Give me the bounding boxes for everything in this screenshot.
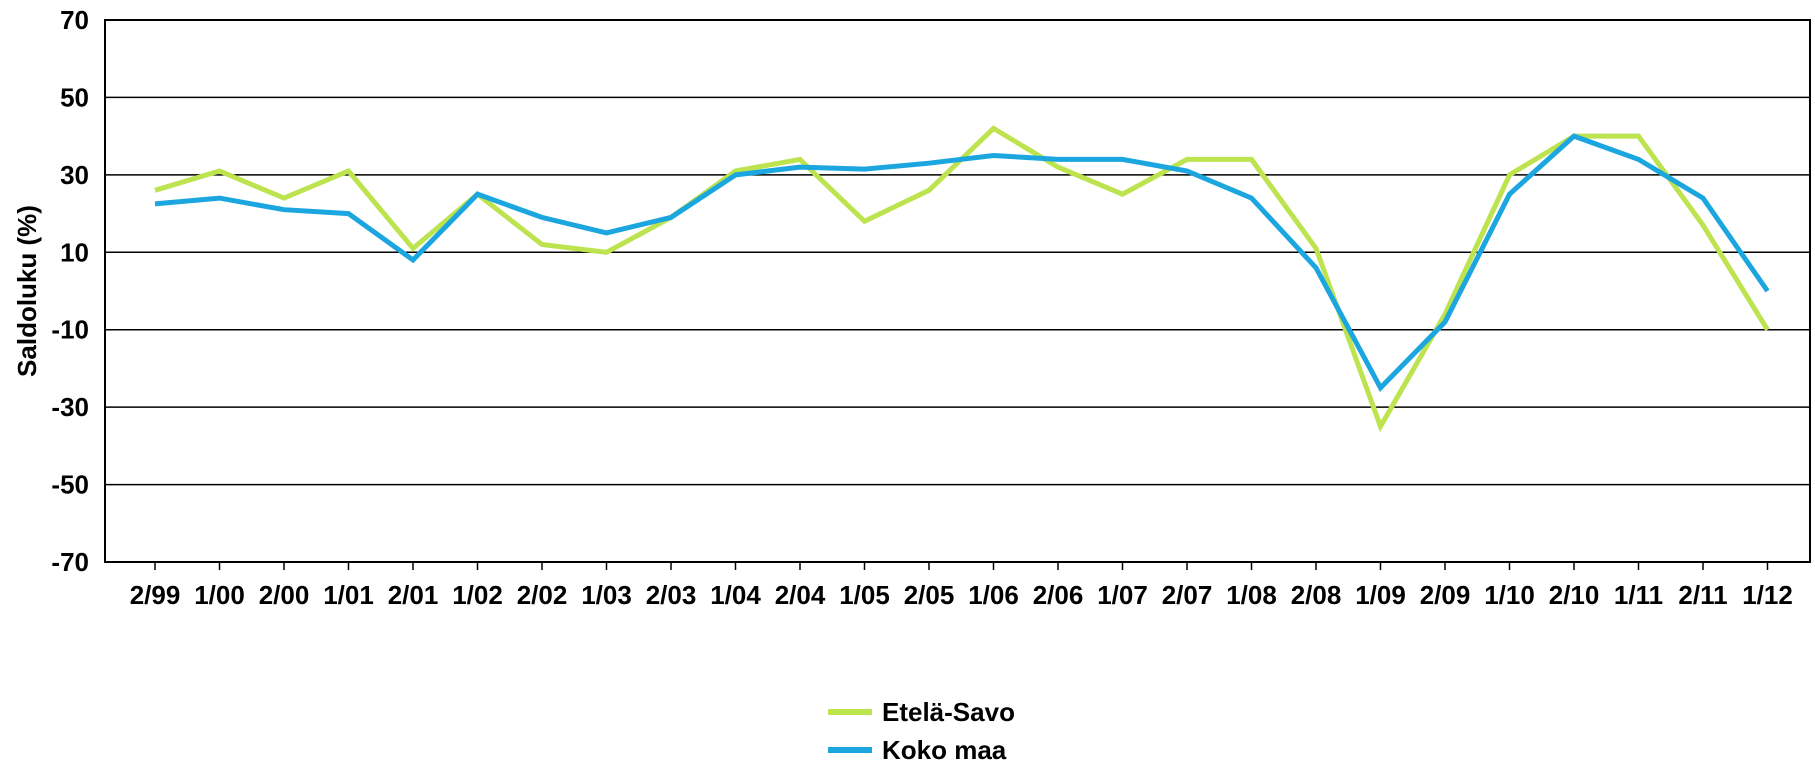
x-tick-label: 2/05 xyxy=(904,580,955,610)
x-tick-label: 1/10 xyxy=(1484,580,1535,610)
y-tick-labels: 70 50 30 10 -10 -30 -50 -70 xyxy=(51,5,89,577)
series-line xyxy=(154,125,1770,433)
gridlines xyxy=(105,19,1810,563)
x-tick-label: 1/06 xyxy=(968,580,1019,610)
y-tick-label: 10 xyxy=(60,237,89,267)
x-tick-label: 2/06 xyxy=(1033,580,1084,610)
series-lines xyxy=(154,125,1770,433)
x-tick-label: 1/05 xyxy=(839,580,890,610)
x-tick-label: 1/01 xyxy=(323,580,374,610)
x-tick-label: 2/08 xyxy=(1291,580,1342,610)
x-tick-label: 2/04 xyxy=(775,580,826,610)
x-tick-label: 2/10 xyxy=(1549,580,1600,610)
plot-frame xyxy=(104,19,1811,563)
x-tick-label: 1/04 xyxy=(710,580,761,610)
series-line xyxy=(154,133,1770,392)
x-tick-label: 1/09 xyxy=(1355,580,1406,610)
x-tick-labels: 2/99 1/00 2/00 1/01 2/01 1/02 2/02 1/03 2/03 1/04… xyxy=(130,562,1793,610)
y-tick-label: 70 xyxy=(60,5,89,35)
y-tick-label: -10 xyxy=(51,315,89,345)
x-tick-label: 2/11 xyxy=(1678,580,1727,610)
x-tick-label: 2/00 xyxy=(259,580,310,610)
x-tick-label: 1/12 xyxy=(1742,580,1793,610)
x-tick-label: 2/02 xyxy=(517,580,568,610)
x-tick-label: 1/08 xyxy=(1226,580,1277,610)
x-tick-label: 2/03 xyxy=(646,580,697,610)
x-tick-label: 2/09 xyxy=(1420,580,1471,610)
x-tick-label: 2/99 xyxy=(130,580,181,610)
x-tick-label: 1/03 xyxy=(581,580,632,610)
x-tick-label: 2/01 xyxy=(388,580,439,610)
x-tick-label: 1/11 xyxy=(1614,580,1663,610)
y-tick-label: -70 xyxy=(51,547,89,577)
x-tick-label: 1/02 xyxy=(452,580,503,610)
x-tick-label: 1/07 xyxy=(1097,580,1148,610)
x-tick-label: 2/07 xyxy=(1162,580,1213,610)
y-tick-label: -30 xyxy=(51,392,89,422)
y-tick-label: 30 xyxy=(60,160,89,190)
y-tick-label: -50 xyxy=(51,470,89,500)
y-tick-label: 50 xyxy=(60,82,89,112)
series-0 xyxy=(154,125,1770,433)
x-tick-label: 1/00 xyxy=(194,580,245,610)
legend-label: Etelä-Savo xyxy=(882,697,1015,727)
series-1 xyxy=(154,133,1770,392)
y-axis-label: Saldoluku (%) xyxy=(12,205,42,377)
legend-label: Koko maa xyxy=(882,735,1007,763)
legend: Etelä-Savo Koko maa xyxy=(828,697,1015,763)
